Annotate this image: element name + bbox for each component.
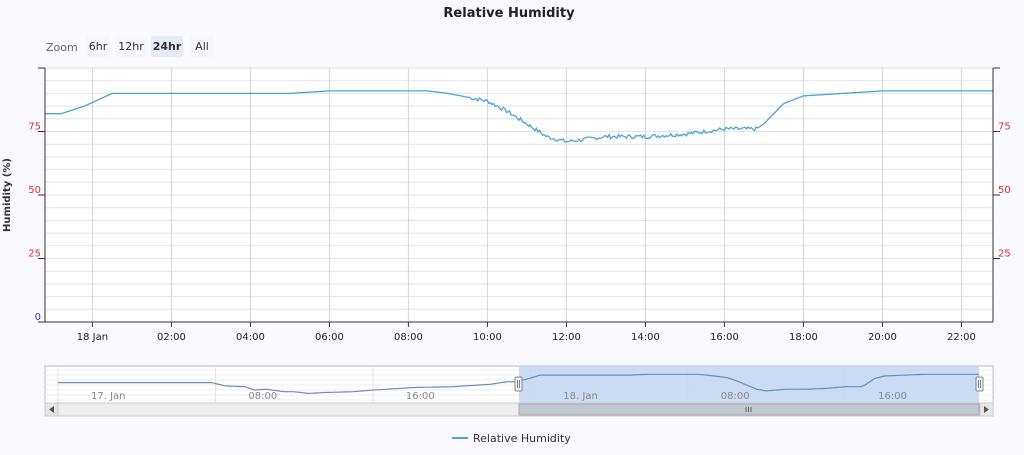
zoom-button-12hr[interactable] — [115, 36, 147, 57]
x-tick-label: 20:00 — [868, 332, 897, 343]
zoom-button-24hr[interactable] — [151, 36, 183, 57]
arrow-right-icon — [984, 406, 989, 413]
x-tick-label: 22:00 — [947, 332, 976, 343]
humidity-series-line — [45, 90, 993, 143]
x-axis: 18 Jan 02:00 04:00 06:00 08:00 10:00 12:00 14:0… — [77, 322, 976, 343]
y-tick-label-right: 25 — [998, 249, 1011, 260]
x-tick-label: 18 Jan — [77, 332, 108, 343]
y-tick-label-left: 25 — [28, 249, 41, 260]
main-grid — [45, 67, 993, 322]
scrollbar[interactable] — [44, 402, 994, 417]
navigator-label: 08:00 — [248, 391, 277, 402]
zoom-button-all[interactable] — [190, 36, 214, 57]
arrow-left-icon — [49, 406, 54, 413]
navigator-label: 18. Jan — [563, 391, 598, 402]
x-tick-label: 08:00 — [394, 332, 423, 343]
x-tick-label: 18:00 — [789, 332, 818, 343]
x-tick-label: 04:00 — [236, 332, 265, 343]
navigator-left-handle[interactable] — [514, 376, 523, 392]
zoom-button-label: 24hr — [153, 40, 182, 53]
x-tick-label: 10:00 — [473, 332, 502, 343]
y-tick-label-right: 50 — [998, 185, 1011, 196]
navigator-label: 16:00 — [878, 391, 907, 402]
x-tick-label: 02:00 — [157, 332, 186, 343]
x-tick-label: 06:00 — [315, 332, 344, 343]
navigator-label: 17. Jan — [91, 391, 126, 402]
zoom-button-label: All — [195, 40, 209, 53]
legend[interactable]: Relative Humidity — [452, 432, 571, 445]
navigator-label: 08:00 — [721, 391, 750, 402]
zoom-button-6hr[interactable] — [86, 36, 110, 57]
y-tick-label-left: 50 — [28, 185, 41, 196]
zoom-button-group: 6hr 12hr 24hr All — [86, 36, 214, 57]
y-axis-left: 0 25 50 75 — [28, 67, 45, 323]
x-tick-label: 16:00 — [710, 332, 739, 343]
navigator-labels: 17. Jan 08:00 16:00 18. Jan 08:00 16:00 — [91, 391, 907, 402]
x-tick-label: 14:00 — [631, 332, 660, 343]
navigator-label: 16:00 — [406, 391, 435, 402]
zoom-label: Zoom — [46, 41, 78, 54]
y-axis-right: 25 50 75 — [993, 67, 1011, 260]
x-tick-label: 12:00 — [552, 332, 581, 343]
y-tick-label-left: 75 — [28, 122, 41, 133]
zoom-button-label: 6hr — [89, 40, 108, 53]
navigator-right-handle[interactable] — [975, 376, 984, 392]
y-axis-title: Humidity (%) — [2, 158, 13, 232]
navigator[interactable]: 17. Jan 08:00 16:00 18. Jan 08:00 16:00 — [44, 365, 994, 404]
legend-item-relative-humidity[interactable]: Relative Humidity — [473, 432, 571, 445]
navigator-selected-range[interactable] — [519, 366, 979, 403]
chart-title: Relative Humidity — [443, 6, 575, 21]
y-tick-label-left: 0 — [35, 312, 41, 323]
zoom-button-label: 12hr — [118, 40, 144, 53]
y-tick-label-right: 75 — [998, 122, 1011, 133]
